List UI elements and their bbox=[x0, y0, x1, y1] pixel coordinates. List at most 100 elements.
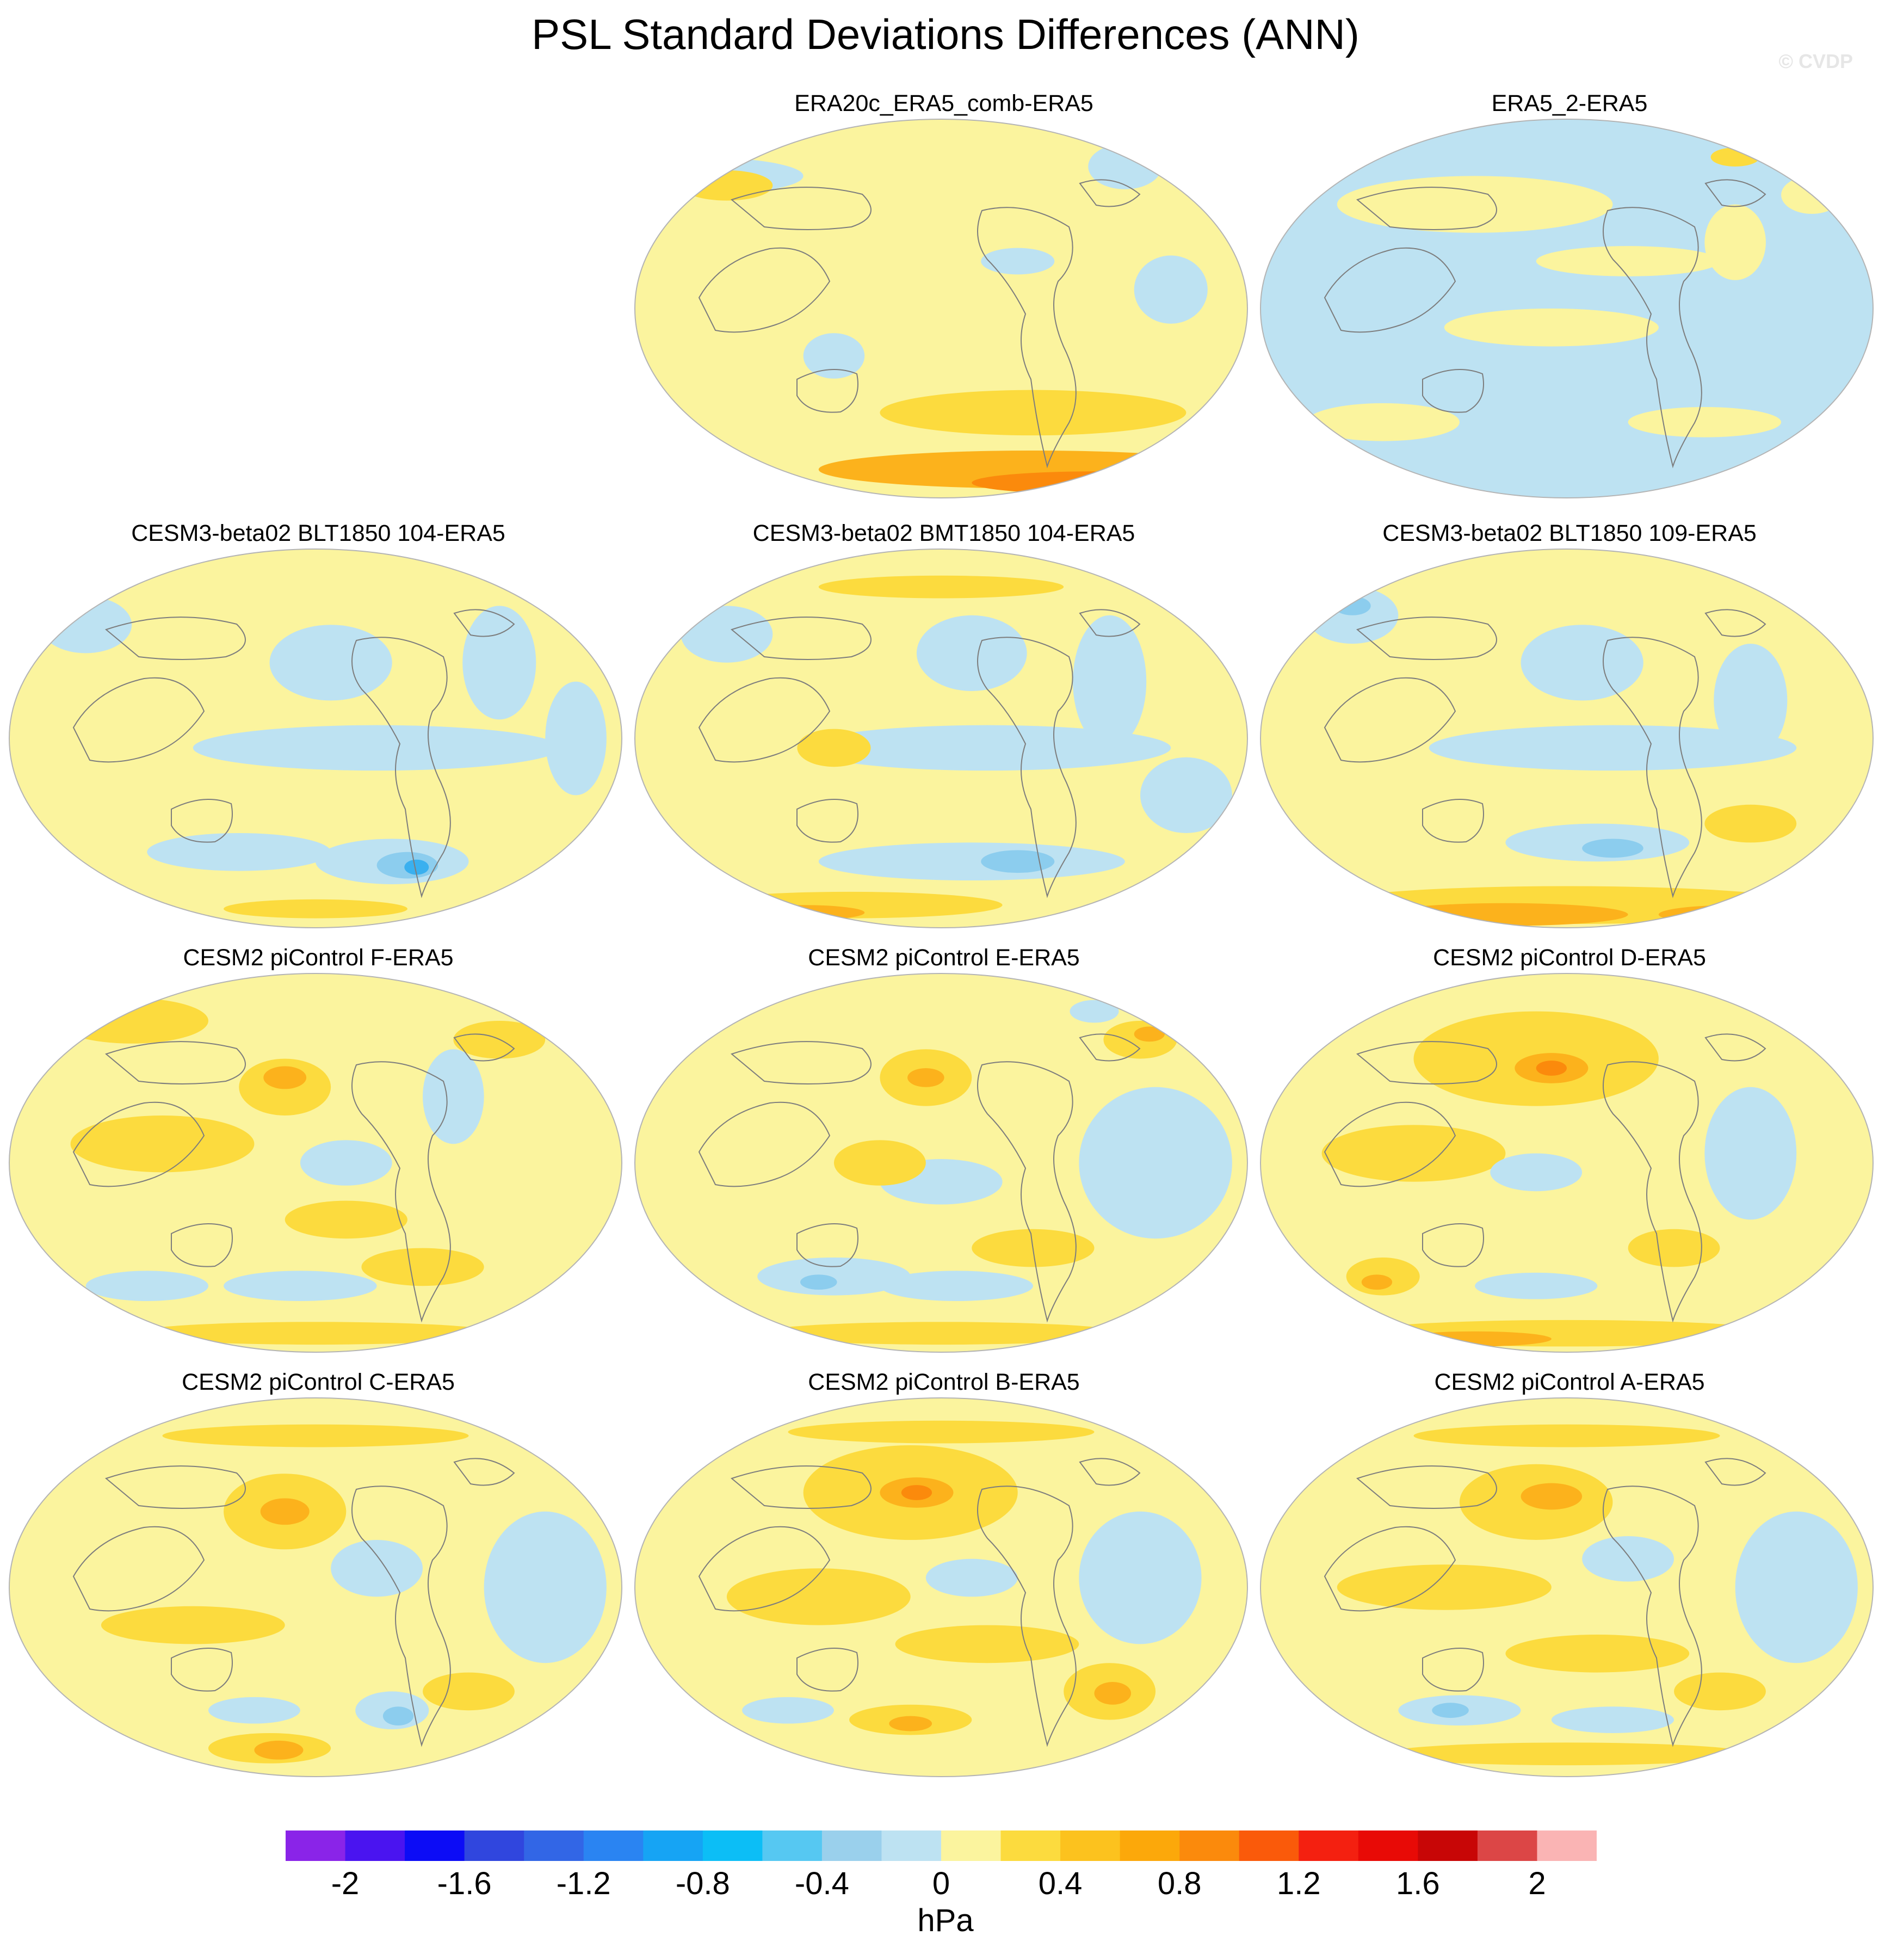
anomaly-region bbox=[1536, 1061, 1567, 1076]
colorbar-box bbox=[583, 1830, 644, 1861]
colorbar-box bbox=[1477, 1830, 1537, 1861]
coastline bbox=[453, 1033, 515, 1062]
coastline bbox=[1422, 369, 1484, 413]
anomaly-region bbox=[1521, 1483, 1583, 1510]
map-panel-pic_d: CESM2 piControl D-ERA5 bbox=[1259, 944, 1880, 1374]
panel-title: CESM2 piControl F-ERA5 bbox=[183, 945, 454, 971]
map-pic_d bbox=[1260, 973, 1874, 1353]
map-blt104 bbox=[9, 548, 622, 928]
map-pic_b bbox=[634, 1397, 1248, 1777]
anomaly-region bbox=[1088, 144, 1162, 189]
coastline bbox=[698, 677, 831, 763]
coastline bbox=[796, 1223, 858, 1267]
anomaly-region bbox=[254, 1740, 304, 1760]
anomaly-region bbox=[1521, 625, 1643, 701]
anomaly-region bbox=[147, 833, 331, 871]
coastline bbox=[351, 1061, 451, 1323]
coastline bbox=[1079, 179, 1141, 207]
anomaly-region bbox=[1505, 1635, 1690, 1673]
map-frame bbox=[634, 548, 1248, 928]
anomaly-region bbox=[1337, 176, 1613, 233]
coastline bbox=[796, 1648, 858, 1692]
coastline bbox=[104, 1041, 246, 1084]
anomaly-region bbox=[1073, 615, 1147, 748]
map-pic_c bbox=[9, 1397, 622, 1777]
coastline bbox=[796, 369, 858, 413]
anomaly-region bbox=[818, 842, 1125, 880]
anomaly-region bbox=[1413, 1424, 1720, 1447]
anomaly-region bbox=[70, 1115, 255, 1173]
panel-title: CESM3-beta02 BLT1850 109-ERA5 bbox=[1382, 520, 1757, 546]
anomaly-region bbox=[1383, 903, 1628, 926]
coastline bbox=[72, 1101, 205, 1187]
anomaly-region bbox=[1551, 1706, 1674, 1733]
coastline bbox=[1324, 1526, 1456, 1612]
anomaly-region bbox=[981, 248, 1055, 275]
colorbar-box bbox=[941, 1830, 1002, 1861]
map-pic_e bbox=[634, 973, 1248, 1353]
panel-title: CESM2 piControl D-ERA5 bbox=[1433, 945, 1706, 971]
anomaly-region bbox=[1704, 804, 1797, 843]
anomaly-region bbox=[1714, 644, 1788, 757]
map-panel-era5_2: ERA5_2-ERA5 bbox=[1259, 90, 1880, 520]
anomaly-region bbox=[1429, 725, 1797, 771]
anomaly-region bbox=[1079, 1511, 1202, 1644]
colorbar-box bbox=[1179, 1830, 1240, 1861]
anomaly-region bbox=[404, 859, 429, 875]
anomaly-region bbox=[916, 615, 1027, 691]
anomaly-region bbox=[1070, 1000, 1119, 1023]
panel-title: ERA5_2-ERA5 bbox=[1491, 90, 1648, 116]
anomaly-region bbox=[901, 1485, 932, 1500]
anomaly-region bbox=[263, 1066, 307, 1089]
coastline bbox=[1704, 1458, 1766, 1486]
anomaly-region bbox=[162, 1424, 469, 1447]
colorbar-box bbox=[1000, 1830, 1061, 1861]
colorbar-box bbox=[1299, 1830, 1359, 1861]
anomaly-region bbox=[880, 390, 1186, 436]
map-panel-era20c: ERA20c_ERA5_comb-ERA5 bbox=[634, 90, 1254, 520]
watermark: © CVDP bbox=[1778, 50, 1853, 72]
map-pic_f bbox=[9, 973, 622, 1353]
map-blt109 bbox=[1260, 548, 1874, 928]
colorbar-tick-label: 1.6 bbox=[1396, 1866, 1440, 1901]
colorbar-tick-label: 0 bbox=[932, 1866, 950, 1901]
anomaly-region bbox=[85, 1271, 208, 1302]
coastline bbox=[351, 637, 451, 898]
anomaly-region bbox=[1140, 757, 1232, 833]
coastline bbox=[977, 207, 1077, 469]
anomaly-region bbox=[818, 575, 1064, 599]
coastline bbox=[698, 1101, 831, 1187]
coastline bbox=[1422, 1223, 1484, 1267]
anomaly-region bbox=[1582, 1536, 1674, 1582]
map-panel-pic_b: CESM2 piControl B-ERA5 bbox=[634, 1369, 1254, 1798]
anomaly-region bbox=[972, 471, 1217, 495]
anomaly-region bbox=[1704, 1087, 1797, 1220]
map-frame bbox=[9, 973, 622, 1353]
anomaly-region bbox=[1704, 204, 1766, 280]
colorbar-box bbox=[821, 1830, 882, 1861]
map-frame bbox=[634, 1397, 1248, 1777]
anomaly-region bbox=[1361, 1274, 1393, 1290]
coastline bbox=[171, 1648, 233, 1692]
coastline bbox=[730, 617, 872, 660]
anomaly-region bbox=[757, 1258, 911, 1296]
map-panel-blt104: CESM3-beta02 BLT1850 104-ERA5 bbox=[8, 520, 628, 950]
colorbar-tick-label: 0.4 bbox=[1038, 1866, 1083, 1901]
anomaly-region bbox=[681, 606, 773, 663]
anomaly-region bbox=[1079, 1087, 1232, 1239]
colorbar-box bbox=[643, 1830, 703, 1861]
map-frame bbox=[9, 548, 622, 928]
anomaly-region bbox=[788, 1420, 1095, 1444]
anomaly-region bbox=[101, 1606, 285, 1644]
anomaly-region bbox=[1536, 246, 1720, 276]
coastline bbox=[977, 637, 1077, 898]
coastline bbox=[698, 247, 831, 333]
colorbar-tick-label: 0.8 bbox=[1157, 1866, 1202, 1901]
anomaly-region bbox=[40, 596, 132, 654]
anomaly-region bbox=[1334, 596, 1371, 615]
coastline bbox=[977, 1486, 1077, 1747]
figure-title: PSL Standard Deviations Differences (ANN… bbox=[532, 10, 1359, 58]
anomaly-region bbox=[925, 1558, 1018, 1597]
coastline bbox=[1079, 1033, 1141, 1062]
coastline bbox=[1422, 799, 1484, 843]
